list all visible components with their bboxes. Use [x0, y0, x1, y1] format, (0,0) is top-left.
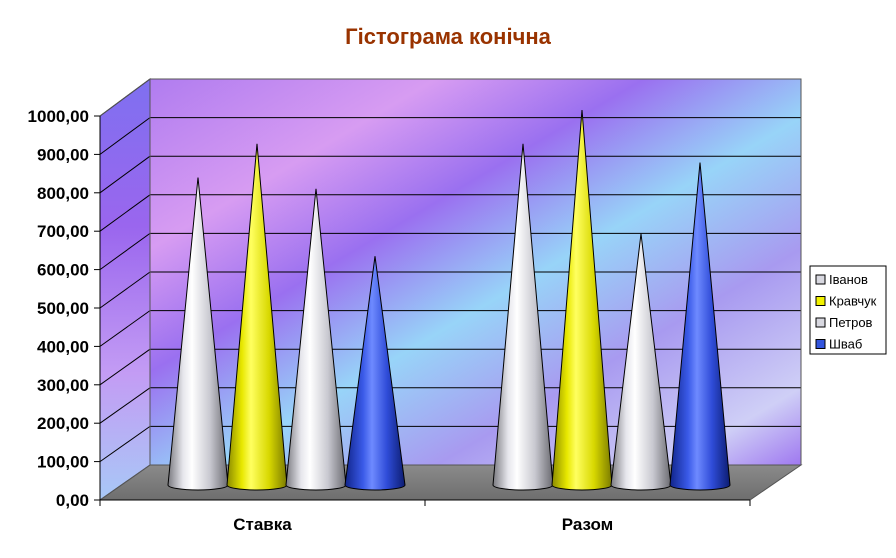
legend-swatch — [815, 339, 826, 349]
legend-item: Шваб — [815, 337, 862, 352]
x-axis-ticks: Ставка Разом — [99, 500, 751, 534]
cone — [167, 177, 229, 491]
cones — [167, 109, 731, 491]
side-gridline — [99, 348, 151, 386]
legend-item: Іванов — [815, 272, 868, 287]
cone — [610, 233, 672, 491]
y-tick-label: 700,00 — [37, 222, 89, 241]
legend-item: Кравчук — [815, 294, 877, 309]
side-gridline — [99, 271, 151, 309]
legend-label: Кравчук — [829, 294, 877, 309]
cone-body — [610, 233, 672, 491]
cone — [492, 143, 554, 491]
side-gridline — [99, 310, 151, 347]
y-tick-label: 1000,00 — [28, 107, 89, 126]
side-gridline — [99, 117, 151, 155]
x-category-label: Разом — [562, 515, 614, 534]
y-tick-label: 800,00 — [37, 184, 89, 203]
y-tick-label: 400,00 — [37, 337, 89, 356]
y-tick-label: 0,00 — [56, 491, 89, 510]
legend-swatch — [815, 296, 826, 306]
cone-body — [492, 143, 554, 491]
cone-body — [344, 256, 406, 491]
side-gridline — [99, 155, 151, 194]
y-tick-label: 900,00 — [37, 145, 89, 164]
cone-body — [551, 109, 613, 491]
legend-swatch — [815, 274, 826, 285]
y-tick-label: 300,00 — [37, 376, 89, 395]
cone-body — [167, 177, 229, 491]
legend-label: Іванов — [829, 272, 868, 287]
y-tick-label: 100,00 — [37, 453, 89, 472]
side-gridline — [99, 232, 151, 271]
cone — [669, 162, 731, 491]
legend-swatch — [815, 317, 826, 328]
legend-item: Петров — [815, 315, 873, 330]
chart-title: Гістограма конічна — [345, 24, 552, 49]
cone-body — [669, 162, 731, 491]
y-tick-label: 200,00 — [37, 414, 89, 433]
legend: Іванов Кравчук Петров Шваб — [809, 265, 887, 355]
y-tick-label: 600,00 — [37, 261, 89, 280]
cone-body — [226, 143, 288, 491]
side-gridline — [99, 194, 151, 232]
cone — [344, 256, 406, 491]
cone — [285, 188, 347, 491]
y-tick-label: 500,00 — [37, 299, 89, 318]
x-category-label: Ставка — [233, 515, 292, 534]
legend-label: Петров — [829, 315, 873, 330]
side-gridline — [99, 387, 151, 424]
legend-label: Шваб — [829, 337, 862, 352]
y-axis-ticks: 0,00 100,00 200,00 300,00 400,00 500,00 600,00… — [28, 107, 100, 510]
cone-body — [285, 188, 347, 491]
cone — [551, 109, 613, 491]
side-gridline — [99, 425, 151, 463]
cone — [226, 143, 288, 491]
